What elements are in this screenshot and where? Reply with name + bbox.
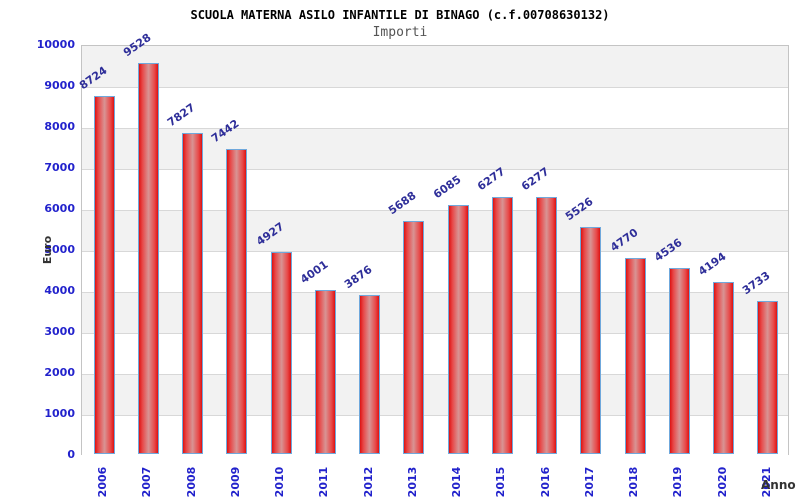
bar: [447, 204, 469, 454]
gridline: [82, 169, 788, 170]
gridline: [82, 128, 788, 129]
bar: [270, 252, 292, 454]
x-tick-label: 2014: [450, 466, 464, 498]
x-tick-label: 2011: [317, 466, 331, 498]
bar: [713, 282, 735, 454]
x-tick-label: 2009: [228, 466, 242, 498]
x-tick-label: 2015: [494, 466, 508, 498]
gridline: [82, 210, 788, 211]
x-tick-label: 2019: [671, 466, 685, 498]
gridline: [82, 251, 788, 252]
x-tick-label: 2016: [538, 466, 552, 498]
x-tick-label: 2010: [273, 466, 287, 498]
y-tick-label: 2000: [44, 366, 75, 379]
y-tick-label: 8000: [44, 120, 75, 133]
bar: [668, 268, 690, 454]
bar: [491, 196, 513, 454]
y-tick-label: 9000: [44, 79, 75, 92]
gridline: [82, 333, 788, 334]
bar: [359, 295, 381, 454]
chart-subtitle: Importi: [372, 25, 428, 40]
x-tick-label: 2008: [184, 466, 198, 498]
x-tick-label: 2006: [96, 466, 110, 498]
plot-area: [81, 45, 789, 456]
x-tick-label: 2018: [627, 466, 641, 498]
y-tick-label: 10000: [36, 38, 75, 51]
gridline: [82, 87, 788, 88]
y-tick-label: 4000: [44, 284, 75, 297]
x-tick-label: 2012: [361, 466, 375, 498]
y-tick-label: 5000: [44, 243, 75, 256]
y-tick-label: 0: [67, 448, 75, 461]
y-tick-label: 3000: [44, 325, 75, 338]
x-tick-label: 2017: [582, 466, 596, 498]
x-tick-label: 2020: [715, 466, 729, 498]
bar: [314, 289, 336, 454]
y-tick-label: 7000: [44, 161, 75, 174]
bar: [403, 220, 425, 454]
gridline: [82, 374, 788, 375]
bar: [624, 258, 646, 454]
bar: [93, 96, 115, 454]
y-tick-label: 1000: [44, 407, 75, 420]
bar: [536, 196, 558, 454]
bar: [226, 148, 248, 454]
bar: [182, 133, 204, 454]
x-tick-label: 2013: [405, 466, 419, 498]
bar: [757, 300, 779, 454]
gridline: [82, 415, 788, 416]
x-axis-title: Anno: [761, 478, 796, 492]
grid-band: [82, 87, 788, 128]
y-axis-title: Euro: [41, 235, 54, 265]
y-tick-label: 6000: [44, 202, 75, 215]
chart-title: SCUOLA MATERNA ASILO INFANTILE DI BINAGO…: [190, 8, 610, 22]
grid-band: [82, 46, 788, 87]
bar: [580, 227, 602, 454]
x-tick-label: 2007: [140, 466, 154, 498]
gridline: [82, 292, 788, 293]
bar: [137, 63, 159, 454]
